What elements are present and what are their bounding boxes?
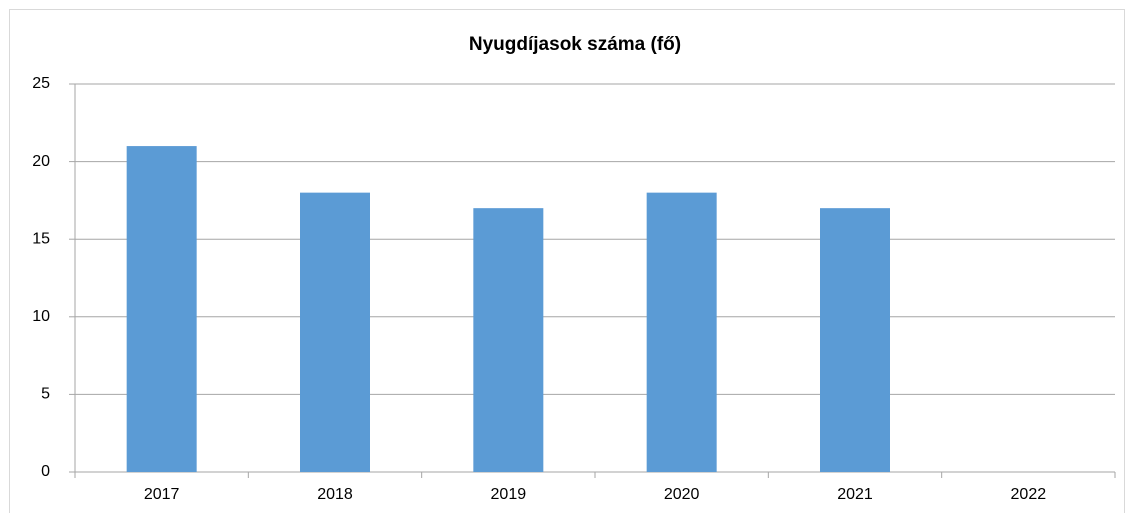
x-tick-label: 2018: [317, 486, 353, 503]
bar: [300, 192, 370, 472]
chart-title: Nyugdíjasok száma (fő): [469, 34, 681, 55]
y-tick-label: 15: [32, 230, 50, 247]
y-tick-label: 10: [32, 308, 50, 325]
y-tick-label: 0: [41, 463, 50, 480]
bar: [473, 208, 544, 472]
y-tick-label: 20: [32, 153, 50, 170]
y-tick-label: 5: [41, 386, 50, 403]
x-tick-label: 2017: [144, 486, 180, 503]
x-tick-label: 2021: [837, 486, 873, 503]
bar: [820, 208, 890, 472]
y-tick-label: 25: [32, 75, 50, 92]
x-tick-label: 2022: [1011, 486, 1047, 503]
bar: [646, 192, 717, 472]
x-tick-label: 2019: [491, 486, 527, 503]
x-tick-label: 2020: [664, 486, 700, 503]
bar: [126, 146, 197, 472]
